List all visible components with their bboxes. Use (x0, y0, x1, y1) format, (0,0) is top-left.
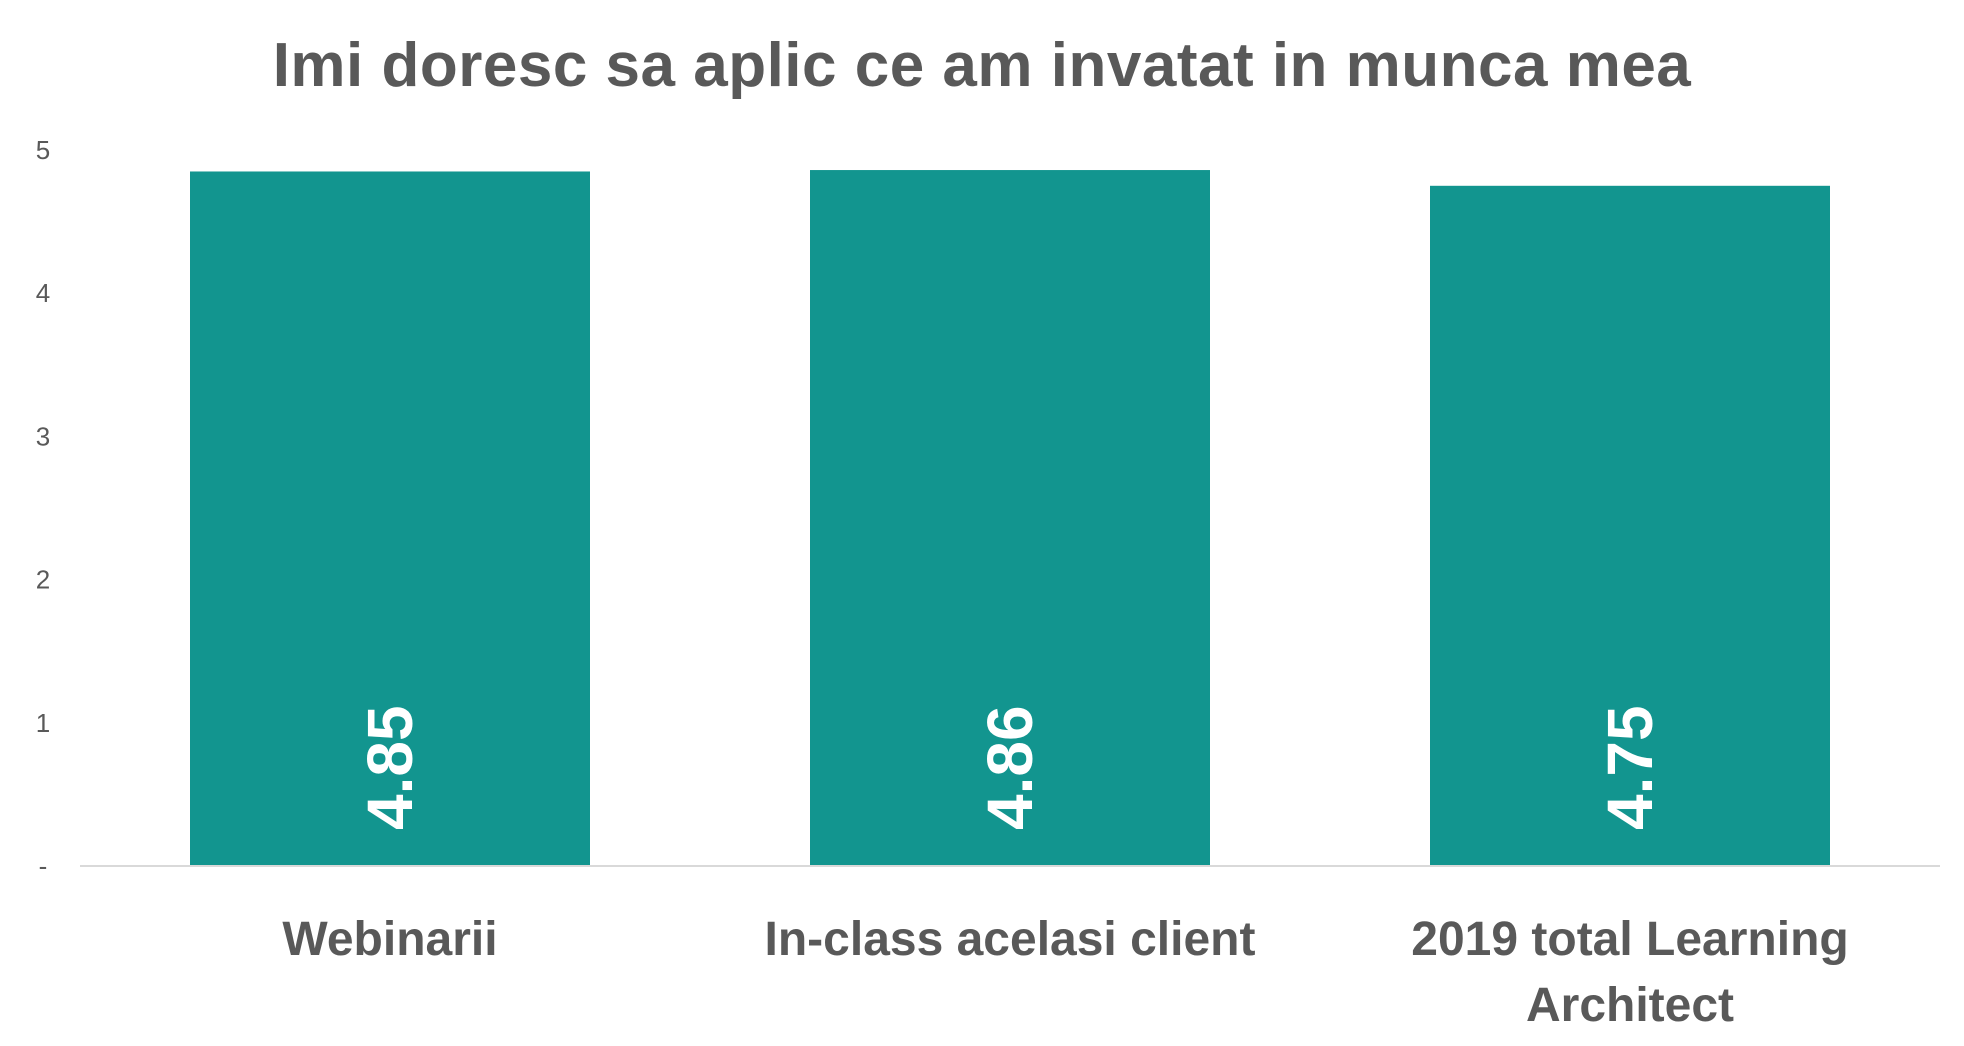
y-tick-label: 1 (36, 708, 50, 738)
x-category-label: 2019 total Learning (1411, 913, 1848, 966)
bar (1430, 185, 1830, 867)
y-tick-label: - (39, 851, 48, 881)
bar (810, 170, 1210, 867)
data-label: 4.85 (354, 705, 426, 830)
y-tick-label: 4 (36, 278, 50, 308)
data-label: 4.86 (974, 705, 1046, 830)
y-tick-label: 3 (36, 421, 50, 451)
y-tick-label: 2 (36, 565, 50, 595)
y-tick-label: 5 (36, 135, 50, 165)
chart-title: Imi doresc sa aplic ce am invatat in mun… (272, 31, 1692, 100)
x-category-label: Webinarii (282, 913, 497, 966)
data-label: 4.75 (1594, 705, 1666, 830)
x-category-label: Architect (1526, 979, 1734, 1032)
bar (190, 171, 590, 867)
x-category-label: In-class acelasi client (765, 913, 1256, 966)
